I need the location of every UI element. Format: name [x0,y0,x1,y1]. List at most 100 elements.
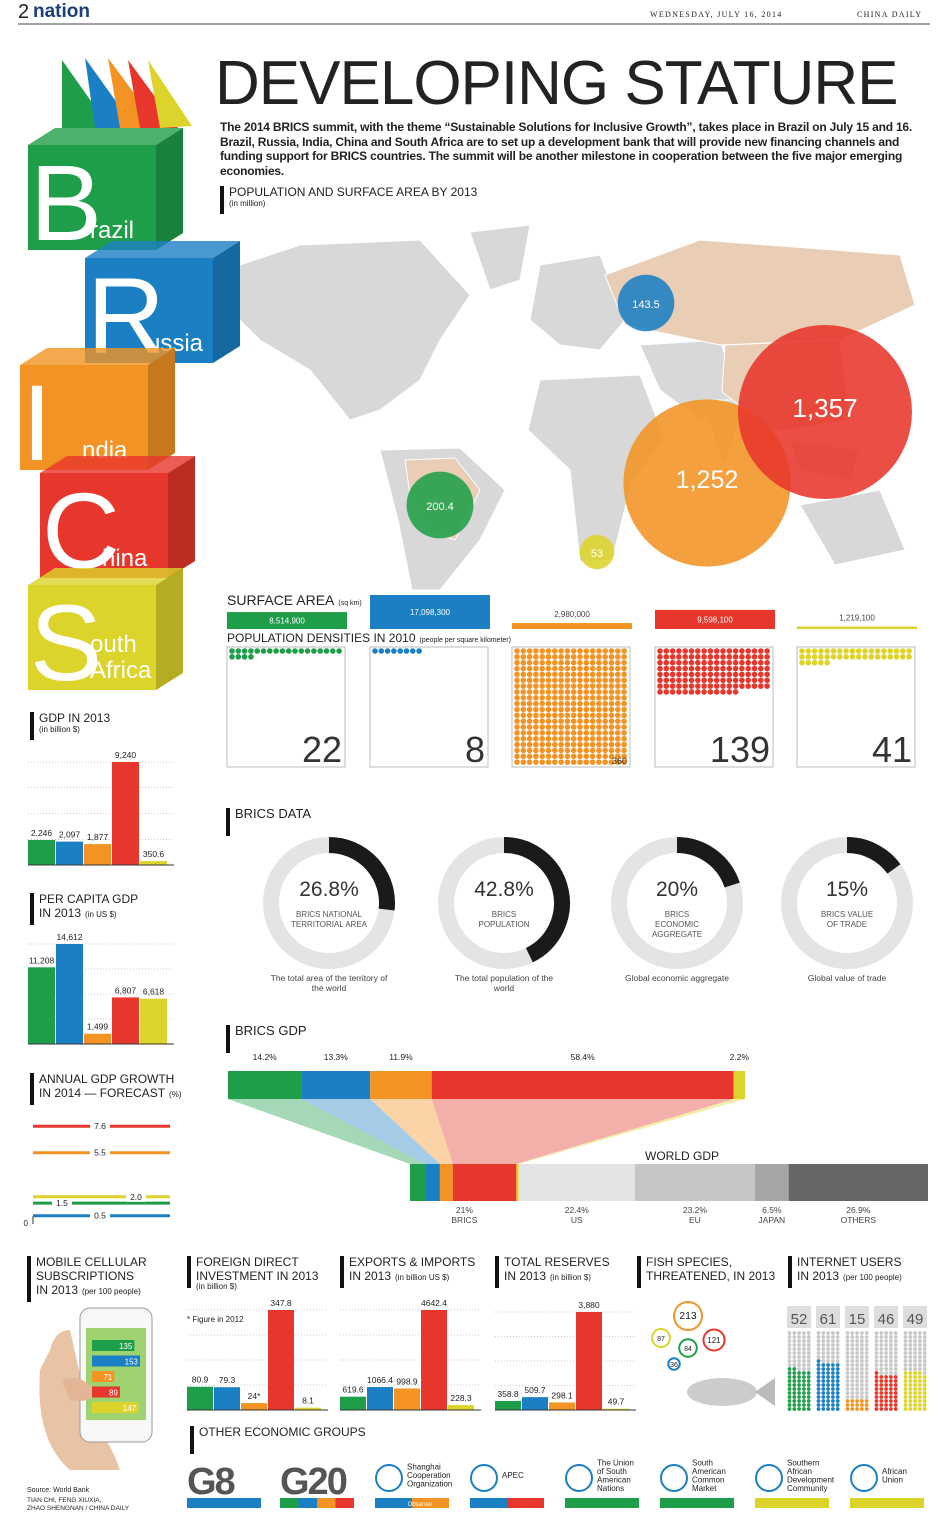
internet-dot [821,1403,826,1407]
internet-dot [831,1331,835,1335]
internet-dot [855,1403,859,1407]
density-dot [720,677,726,684]
surface-bar [512,623,632,629]
population-label: 1,357 [792,393,857,423]
internet-dot [821,1363,826,1367]
growth-label-bg [90,1147,110,1158]
internet-dot [792,1367,797,1371]
density-dot [577,735,583,742]
internet-dots [845,1331,869,1411]
density-dot [545,706,552,713]
internet-dot [831,1339,835,1343]
internet-dot [826,1343,830,1347]
population-label: 200.4 [426,501,454,513]
density-dot [539,659,545,666]
density-dot [707,659,714,666]
density-dot [657,689,663,695]
density-dot [545,724,552,730]
density-dot [726,659,733,666]
density-dot [621,683,627,689]
density-dot [720,659,726,666]
internet-dot [884,1339,888,1343]
surface-label: 2,980,000 [554,610,590,619]
section-title: POPULATION AND SURFACE AREA BY 2013 [229,185,478,199]
density-dot [732,659,739,666]
density-dot [248,648,254,654]
density-dot [621,718,627,724]
density-dot [615,753,621,760]
internet-dot [879,1347,884,1351]
bar [549,1402,575,1410]
cube-side [148,348,175,470]
internet-dot [831,1335,835,1339]
density-dot [764,665,770,672]
internet-dot [826,1379,830,1383]
internet-dot [864,1387,869,1391]
internet-dot [850,1343,855,1347]
density-dot [745,654,751,660]
bar-label: 998.9 [396,1376,418,1386]
density-dot [514,706,520,713]
density-dot [596,730,602,736]
internet-dot [889,1331,893,1335]
density-dots [229,648,342,660]
internet-dot [889,1407,893,1411]
density-dot [621,677,627,684]
main-title: DEVELOPING STATURE [215,49,898,118]
bar [367,1387,393,1410]
donut-name: ECONOMIC [655,920,699,929]
fish-circle [651,1328,671,1348]
internet-dot [855,1407,859,1411]
bar [421,1310,447,1410]
donut-value: 15% [826,878,868,901]
internet-dot [787,1363,792,1367]
density-dot [570,759,577,765]
source: Source: World Bank [27,1487,90,1494]
density-dot [520,712,527,719]
internet-head [874,1306,898,1328]
internet-dot [835,1347,840,1351]
internet-dot [792,1347,797,1351]
group-name: Southern [787,1458,819,1467]
internet-dot [879,1383,884,1387]
internet-dot [884,1371,888,1375]
internet-dot [802,1335,806,1339]
internet-dot [893,1407,898,1411]
density-dot [520,730,527,736]
density-dot [589,735,596,742]
density-dot [701,654,707,660]
internet-dot [835,1343,840,1347]
density-dot [514,665,520,672]
density-dot [577,689,583,695]
density-dot [615,747,621,754]
internet-dot [821,1359,826,1363]
density-dot [615,689,621,695]
unit: (%) [169,1090,182,1099]
internet-dot [835,1383,840,1387]
internet-dot [821,1351,826,1355]
density-dot [577,683,583,689]
internet-dot [874,1359,879,1363]
internet-dot [908,1395,913,1399]
density-dot [526,677,533,684]
density-dot [608,695,615,701]
density-dot [520,718,527,724]
internet-dots [903,1331,927,1411]
density-dot [514,753,520,760]
density-dot [596,735,602,742]
internet-dot [918,1379,922,1383]
internet-dot [797,1339,801,1343]
density-dot [676,677,682,684]
internet-dot [874,1371,879,1375]
internet-dot [850,1403,855,1407]
density-dot [235,654,242,660]
donut-name: BRICS NATIONAL [296,910,363,919]
density-dot [751,659,758,666]
internet-dot [864,1371,869,1375]
group-name: Cooperation [407,1471,451,1480]
density-dot [514,689,520,695]
density-dot [570,747,577,754]
internet-dot [893,1331,898,1335]
internet-dot [864,1355,869,1359]
internet-dot [879,1339,884,1343]
